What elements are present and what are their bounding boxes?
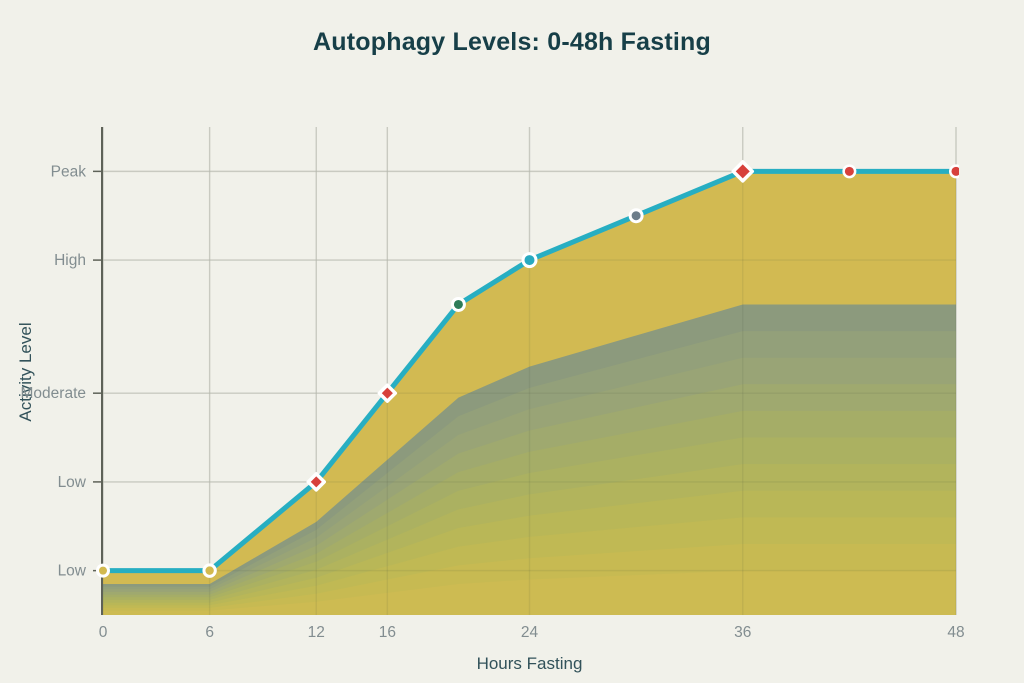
x-tick-label: 16 [379, 624, 396, 641]
x-axis-title: Hours Fasting [476, 654, 583, 673]
x-tick-label: 36 [734, 624, 751, 641]
area-echo-layer-10 [103, 570, 956, 615]
data-point-marker-12h [306, 472, 326, 492]
data-point-marker-36h [731, 160, 754, 183]
series-line [100, 168, 959, 574]
x-tick-label: 12 [308, 624, 325, 641]
y-tick-label: Moderate [21, 385, 86, 402]
data-point-marker-48h [949, 164, 959, 179]
data-point-marker-30h [628, 208, 644, 224]
y-tick-label: Low [58, 474, 87, 491]
data-point-marker-20h [450, 296, 466, 312]
y-tick-label: Peak [51, 163, 87, 180]
data-point-marker-42h [842, 164, 857, 179]
chart-title: Autophagy Levels: 0-48h Fasting [313, 28, 711, 56]
x-tick-label: 24 [521, 624, 539, 641]
x-tick-label: 6 [205, 624, 214, 641]
data-point-marker-16h [377, 383, 398, 403]
data-point-marker-0h [96, 563, 110, 578]
data-point-marker-24h [521, 252, 538, 269]
y-tick-label: Low [58, 563, 87, 580]
y-tick-label: High [54, 252, 86, 269]
x-tick-label: 0 [99, 624, 108, 641]
x-tick-label: 48 [947, 624, 964, 641]
data-point-marker-6h [202, 563, 217, 578]
